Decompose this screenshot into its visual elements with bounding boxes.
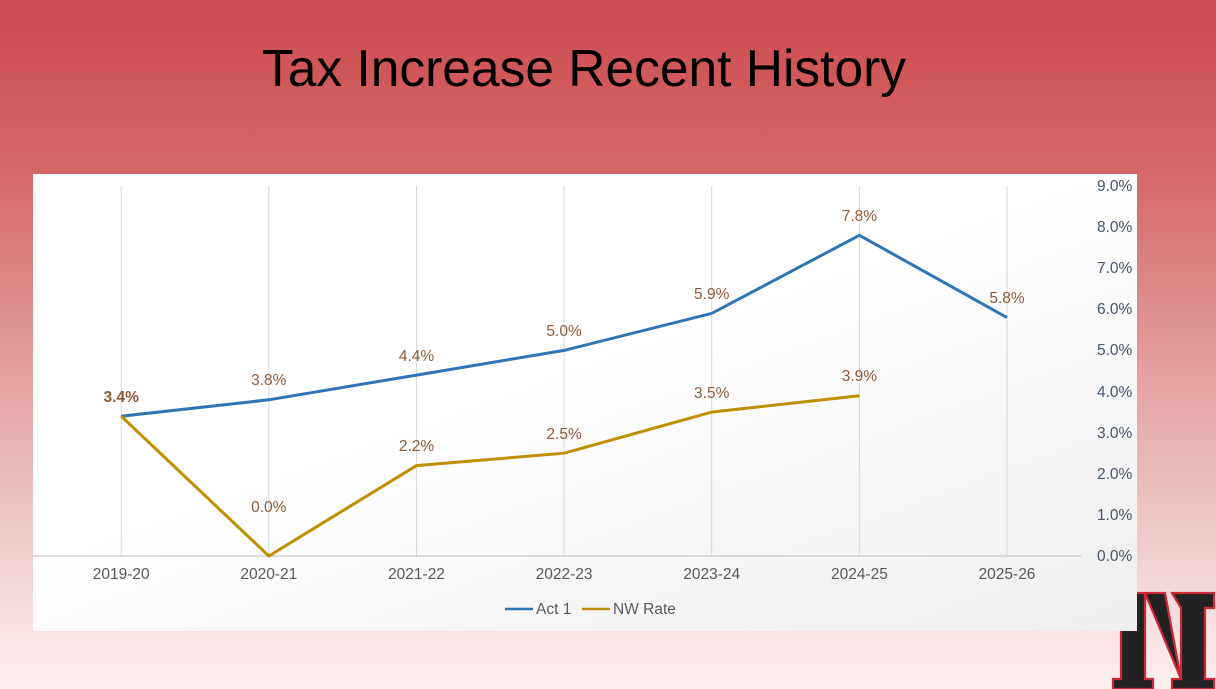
svg-text:2023-24: 2023-24 (683, 566, 740, 583)
svg-text:7.8%: 7.8% (842, 208, 878, 225)
svg-text:3.0%: 3.0% (1097, 425, 1133, 442)
svg-text:9.0%: 9.0% (1097, 178, 1133, 195)
svg-text:2.0%: 2.0% (1097, 466, 1133, 483)
svg-text:2020-21: 2020-21 (240, 566, 297, 583)
svg-text:3.8%: 3.8% (251, 372, 287, 389)
svg-text:8.0%: 8.0% (1097, 219, 1133, 236)
svg-text:4.0%: 4.0% (1097, 384, 1133, 401)
svg-text:NW Rate: NW Rate (613, 601, 676, 618)
svg-text:6.0%: 6.0% (1097, 301, 1133, 318)
svg-text:Act 1: Act 1 (536, 601, 571, 618)
svg-text:3.4%: 3.4% (104, 389, 140, 406)
svg-text:2019-20: 2019-20 (93, 566, 150, 583)
svg-text:0.0%: 0.0% (1097, 548, 1133, 565)
svg-text:2021-22: 2021-22 (388, 566, 445, 583)
svg-text:2025-26: 2025-26 (979, 566, 1036, 583)
svg-text:0.0%: 0.0% (251, 499, 287, 516)
svg-text:4.4%: 4.4% (399, 348, 435, 365)
svg-text:2022-23: 2022-23 (536, 566, 593, 583)
svg-text:3.9%: 3.9% (842, 368, 878, 385)
svg-text:5.9%: 5.9% (694, 286, 730, 303)
svg-text:5.0%: 5.0% (546, 323, 582, 340)
svg-text:3.5%: 3.5% (694, 385, 730, 402)
svg-text:5.8%: 5.8% (989, 290, 1025, 307)
svg-text:1.0%: 1.0% (1097, 507, 1133, 524)
svg-text:7.0%: 7.0% (1097, 260, 1133, 277)
svg-text:2.2%: 2.2% (399, 438, 435, 455)
svg-text:2024-25: 2024-25 (831, 566, 888, 583)
svg-text:5.0%: 5.0% (1097, 342, 1133, 359)
svg-text:2.5%: 2.5% (546, 426, 582, 443)
